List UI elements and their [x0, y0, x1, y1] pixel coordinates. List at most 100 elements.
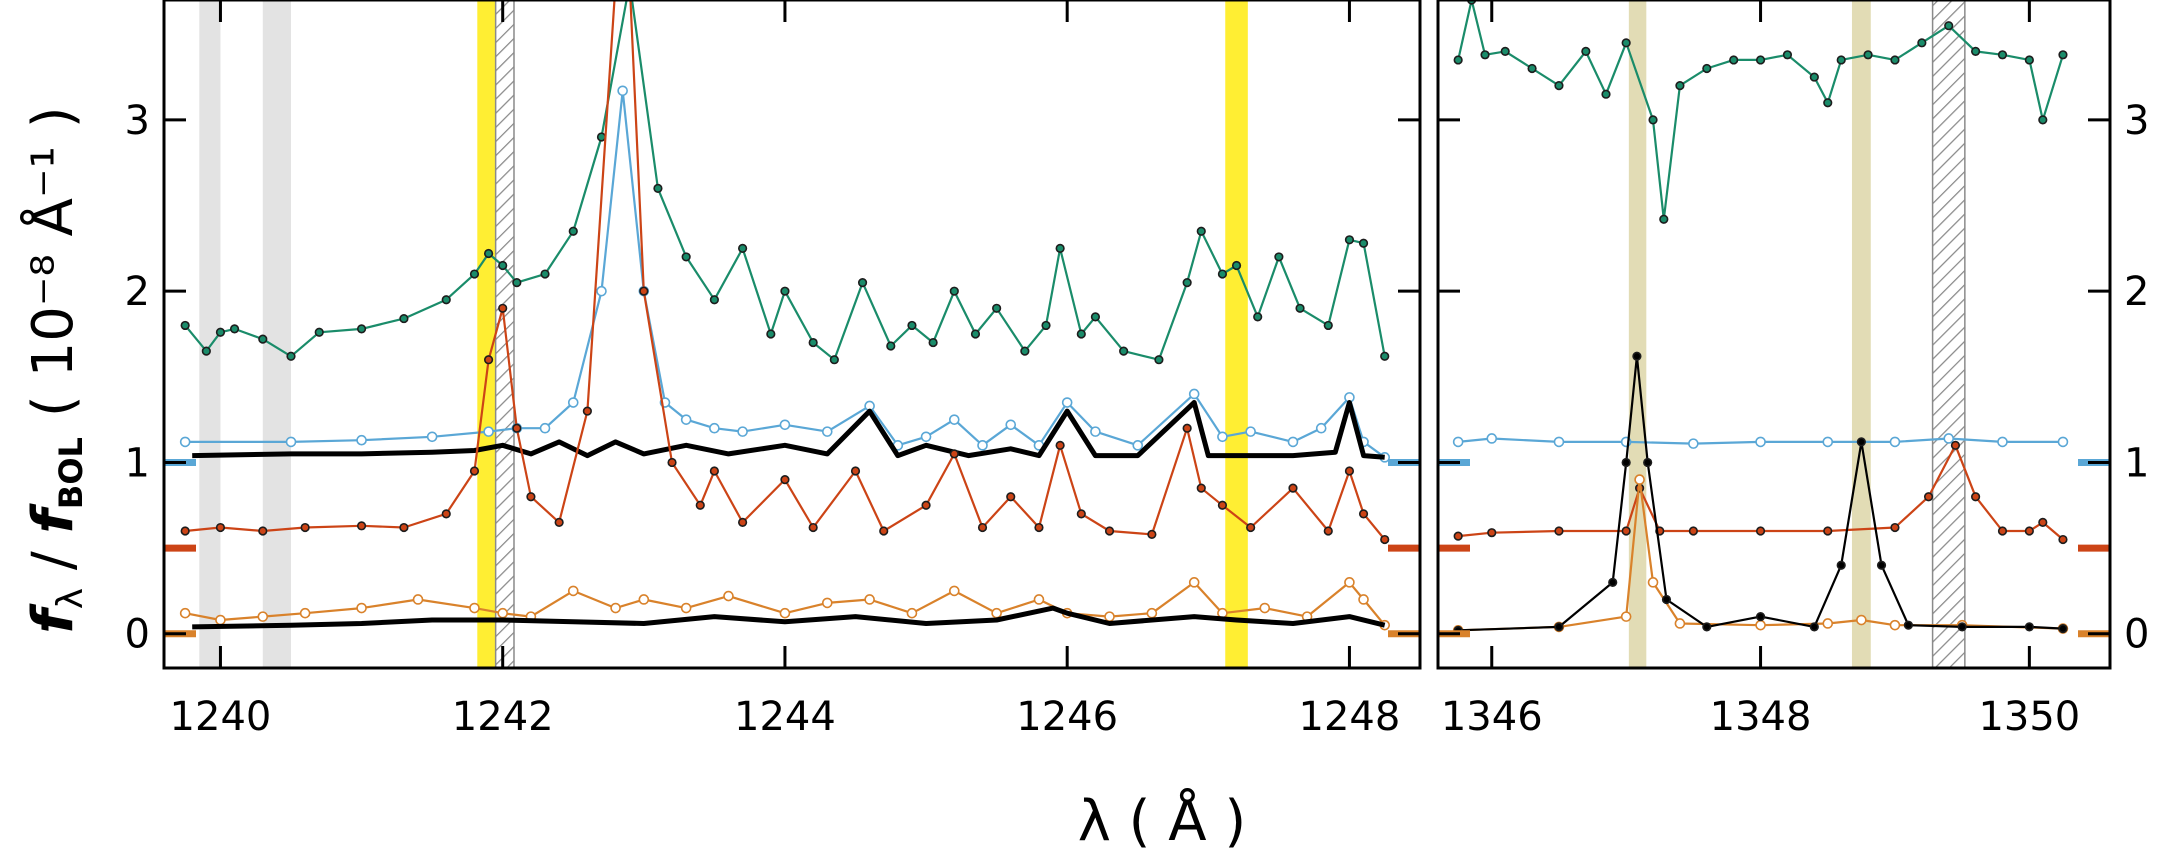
data-point	[554, 517, 564, 528]
series-line-3	[1458, 478, 2064, 632]
highlight-band-4	[1225, 0, 1248, 668]
data-point	[2038, 115, 2048, 125]
data-point	[723, 590, 734, 602]
data-point	[907, 320, 917, 331]
highlight-band-0	[199, 0, 221, 668]
data-point	[1856, 437, 1866, 447]
data-point	[1688, 526, 1698, 536]
data-point	[1196, 226, 1206, 236]
data-point	[2024, 526, 2034, 536]
plot-area	[179, 0, 1391, 668]
data-point	[949, 449, 959, 459]
data-point	[399, 522, 409, 533]
data-point	[483, 426, 494, 437]
data-point	[970, 329, 981, 339]
data-point	[1090, 426, 1101, 437]
data-point	[1836, 55, 1846, 65]
data-point	[1729, 55, 1739, 65]
data-point	[2058, 624, 2068, 634]
data-point	[215, 522, 226, 533]
data-point	[992, 303, 1002, 313]
data-point	[977, 440, 988, 451]
data-point	[1554, 622, 1564, 632]
data-point	[1554, 81, 1564, 91]
data-point	[1041, 320, 1051, 331]
data-point	[850, 466, 861, 476]
data-point	[215, 327, 226, 337]
data-point	[1943, 433, 1955, 444]
data-point	[1755, 436, 1766, 448]
data-point	[1836, 560, 1846, 570]
data-point	[497, 607, 508, 619]
data-point	[1090, 312, 1101, 322]
data-point	[1863, 50, 1873, 60]
y-tick-label-right: 3	[2124, 98, 2149, 144]
data-point	[1274, 252, 1284, 262]
highlight-band-1	[262, 0, 292, 668]
data-point	[1453, 55, 1463, 65]
data-point	[286, 351, 296, 361]
data-point	[638, 594, 650, 605]
data-point	[2058, 50, 2068, 60]
y-tick-label: 3	[125, 98, 150, 144]
data-point	[1487, 528, 1497, 538]
data-point	[1055, 243, 1065, 253]
data-point	[639, 286, 649, 296]
data-point	[709, 422, 720, 434]
data-point	[1661, 594, 1672, 605]
series-line-3	[185, 0, 1386, 541]
data-point	[1358, 238, 1369, 248]
data-point	[1632, 351, 1642, 361]
data-point	[1674, 618, 1686, 629]
y-tick-label: 0	[125, 612, 150, 658]
data-point	[829, 355, 839, 365]
left-panel: 1240 1242 1244 1246 1248 0 1 2 3	[125, 0, 1422, 740]
data-point	[1890, 522, 1900, 533]
data-point	[1608, 577, 1618, 587]
data-point	[857, 278, 868, 288]
highlight-band-1	[1851, 0, 1871, 668]
data-point	[738, 243, 748, 253]
data-point	[921, 500, 931, 510]
highlight-band-2	[1931, 0, 1966, 668]
data-point	[1196, 483, 1206, 493]
data-point	[1809, 622, 1819, 632]
data-point	[1620, 611, 1632, 622]
data-point	[258, 334, 268, 344]
data-point	[596, 285, 607, 297]
data-point	[1245, 426, 1256, 437]
data-point	[1154, 355, 1164, 365]
data-point	[1923, 492, 1934, 502]
data-point	[1648, 115, 1658, 125]
data-point	[1452, 436, 1464, 448]
data-point	[1480, 50, 1490, 60]
data-point	[1005, 419, 1017, 431]
data-point	[1344, 235, 1355, 245]
data-point	[567, 397, 579, 408]
data-point	[1601, 89, 1611, 99]
data-point	[441, 295, 451, 305]
data-point	[1970, 492, 1981, 502]
data-point	[780, 286, 790, 296]
plot-area	[1452, 0, 2069, 668]
x-tick-label: 1350	[1978, 694, 2080, 740]
y-axis-title-lambda: λ	[50, 588, 91, 609]
data-point	[617, 85, 628, 97]
plot-frame	[162, 0, 1422, 670]
data-point	[991, 607, 1002, 619]
data-point	[2058, 534, 2068, 545]
data-point	[512, 423, 522, 433]
data-point	[526, 492, 536, 502]
data-point	[680, 414, 692, 425]
series-line-5	[192, 605, 1386, 630]
data-point	[1323, 320, 1333, 331]
series-line-2	[1458, 444, 2064, 541]
data-point	[356, 324, 367, 334]
data-point	[766, 329, 776, 339]
data-point	[1344, 577, 1355, 588]
data-point	[1182, 423, 1192, 433]
y-tick-label-right: 1	[2124, 440, 2149, 486]
data-point	[667, 457, 677, 468]
data-point	[285, 436, 297, 448]
